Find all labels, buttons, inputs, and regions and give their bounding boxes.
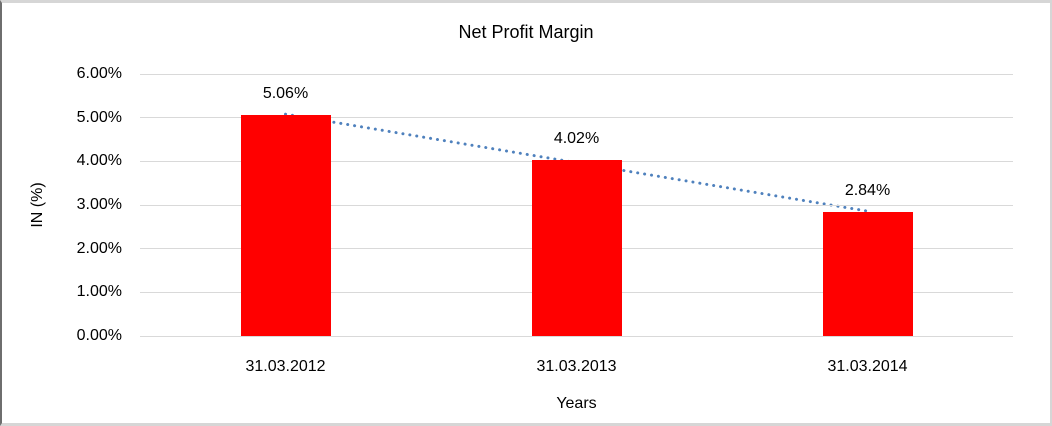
x-axis-title: Years bbox=[556, 395, 597, 412]
y-tick-label: 0.00% bbox=[76, 327, 122, 344]
y-tick-label: 4.00% bbox=[76, 152, 122, 170]
x-tick-label: 31.03.2014 bbox=[827, 358, 908, 375]
y-tick-label: 1.00% bbox=[76, 283, 122, 301]
gridline bbox=[140, 73, 1013, 75]
x-tick-label: 31.03.2013 bbox=[536, 358, 617, 375]
y-tick-label: 2.00% bbox=[76, 239, 122, 257]
y-tick-label: 6.00% bbox=[76, 65, 122, 82]
bar-value-label: 2.84% bbox=[844, 181, 891, 199]
x-tick-label: 31.03.2012 bbox=[245, 358, 326, 375]
chart-title: Net Profit Margin bbox=[458, 22, 594, 42]
bar-value-label: 5.06% bbox=[262, 85, 309, 103]
bar-value-label: 4.02% bbox=[553, 130, 600, 148]
y-tick-label: 5.00% bbox=[76, 108, 122, 126]
plot-area: 5.06% 4.02% 2.84% bbox=[140, 73, 1013, 337]
y-tick-label: 3.00% bbox=[76, 196, 122, 213]
bar-31.03.2014 bbox=[822, 211, 913, 336]
gridline bbox=[140, 117, 1013, 119]
bar-31.03.2012 bbox=[240, 115, 331, 336]
bar-31.03.2013 bbox=[531, 160, 622, 336]
gridline bbox=[140, 335, 1013, 337]
